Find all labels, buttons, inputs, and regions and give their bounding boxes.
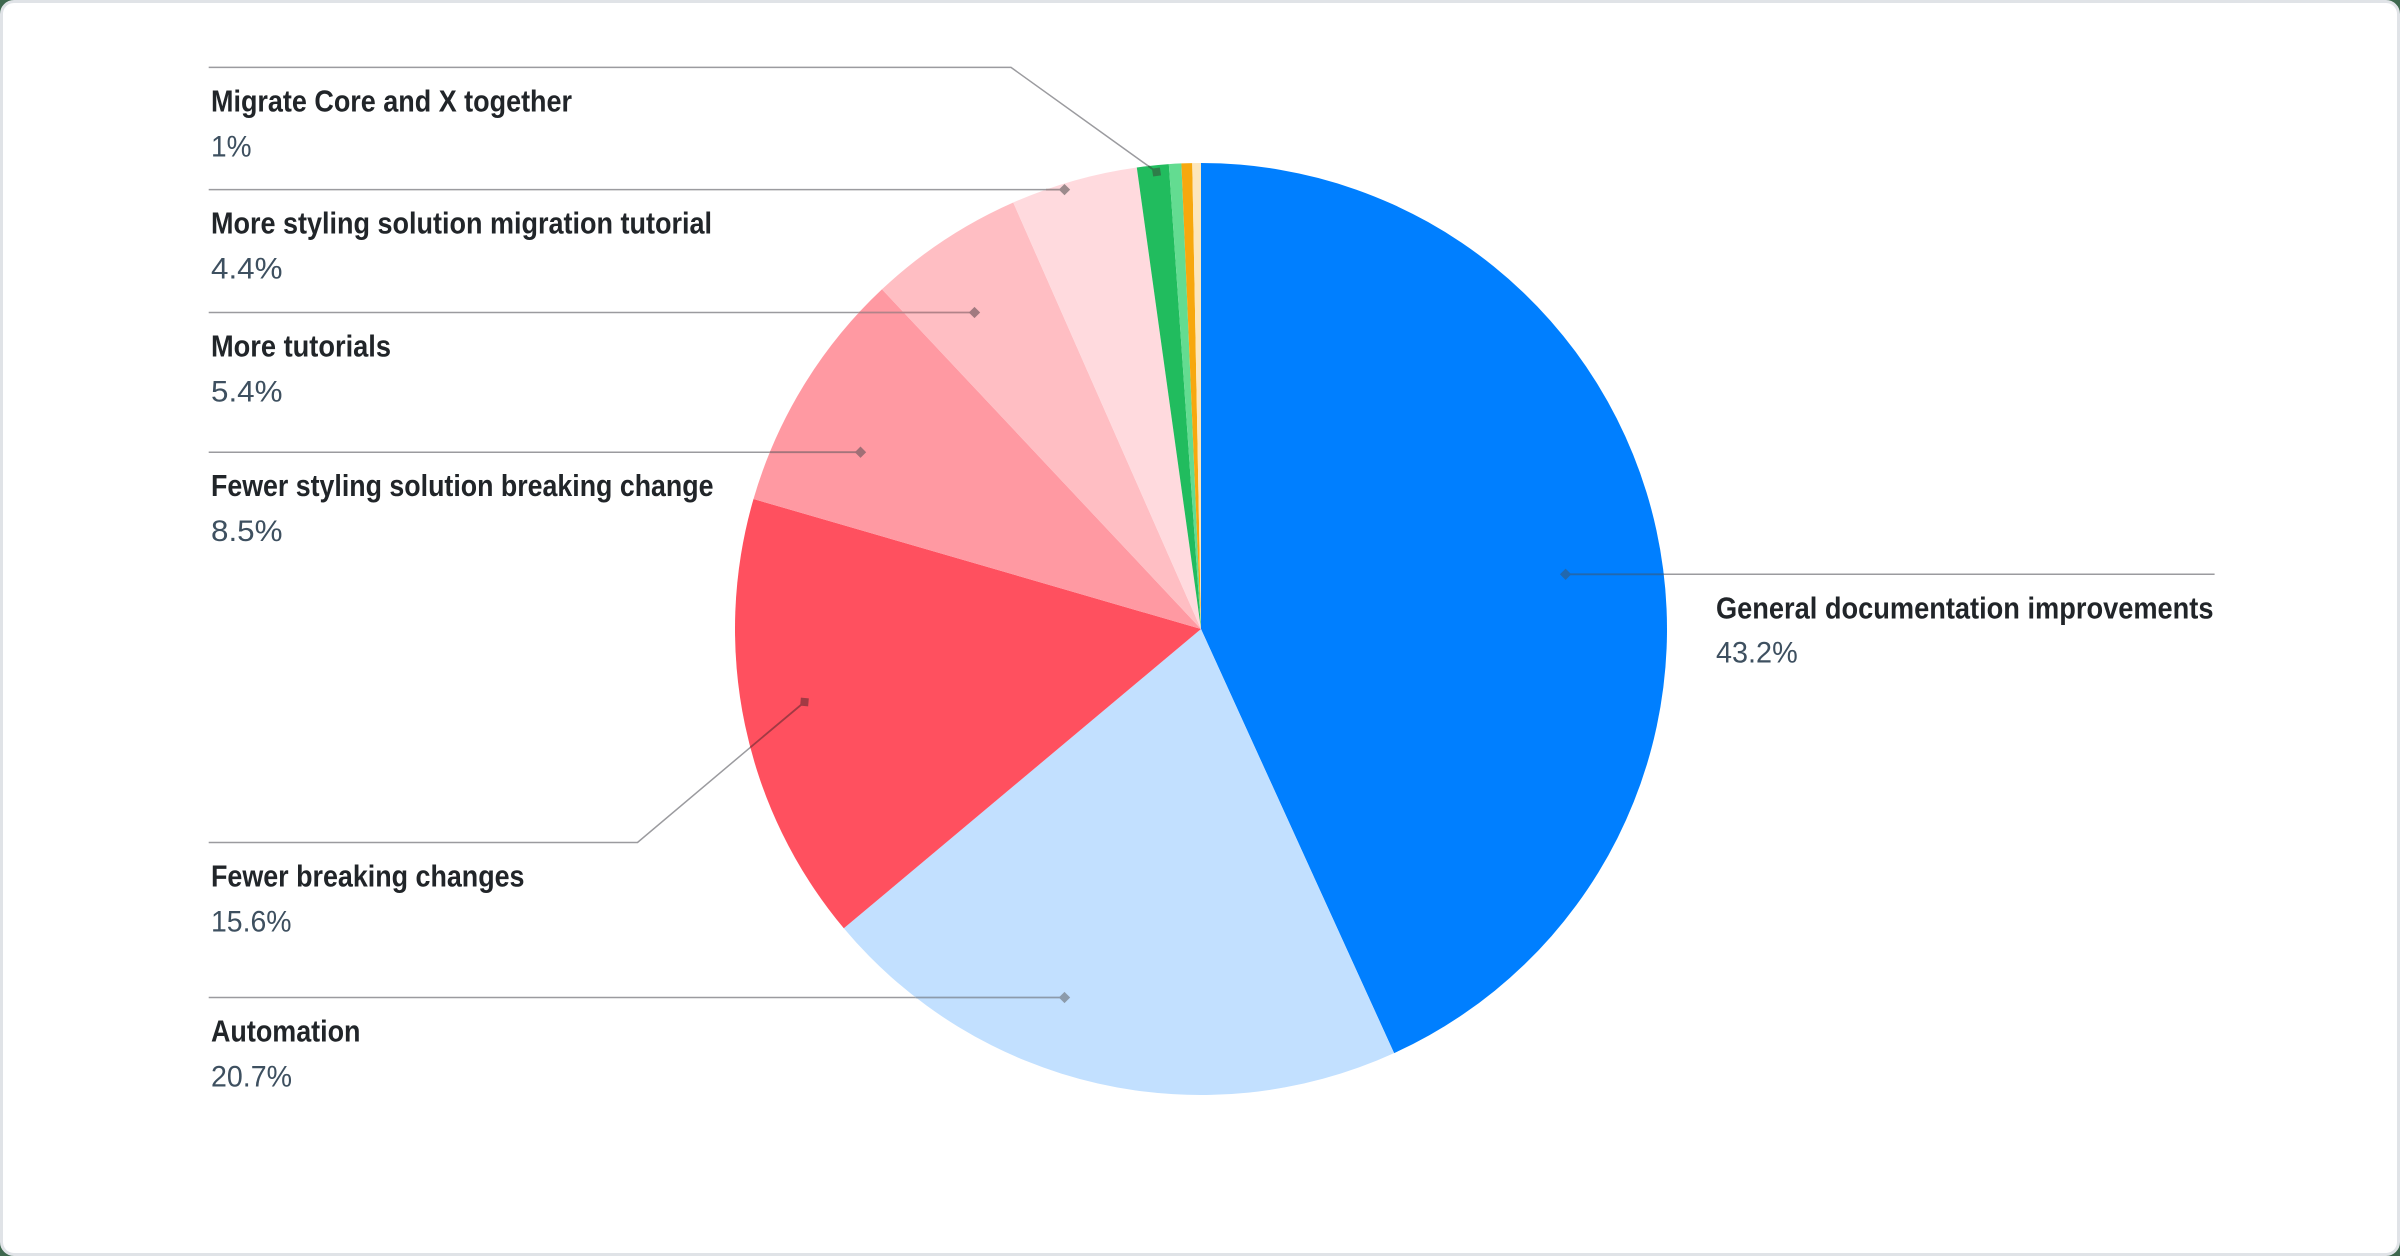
svg-text:20.7%: 20.7%: [211, 1061, 292, 1094]
svg-text:More tutorials: More tutorials: [211, 329, 391, 364]
svg-text:1%: 1%: [211, 130, 252, 163]
svg-text:General documentation improvem: General documentation improvements: [1716, 590, 2214, 625]
svg-text:Fewer breaking changes: Fewer breaking changes: [211, 859, 525, 894]
svg-text:5.4%: 5.4%: [211, 376, 283, 409]
svg-text:15.6%: 15.6%: [211, 906, 292, 939]
svg-text:More styling solution migratio: More styling solution migration tutorial: [211, 206, 712, 241]
svg-text:Fewer styling solution breakin: Fewer styling solution breaking change: [211, 468, 714, 503]
svg-text:4.4%: 4.4%: [211, 253, 283, 286]
svg-text:8.5%: 8.5%: [211, 515, 283, 548]
svg-text:43.2%: 43.2%: [1716, 637, 1798, 670]
svg-text:Automation: Automation: [211, 1014, 361, 1049]
svg-text:Migrate Core and X together: Migrate Core and X together: [211, 83, 572, 118]
